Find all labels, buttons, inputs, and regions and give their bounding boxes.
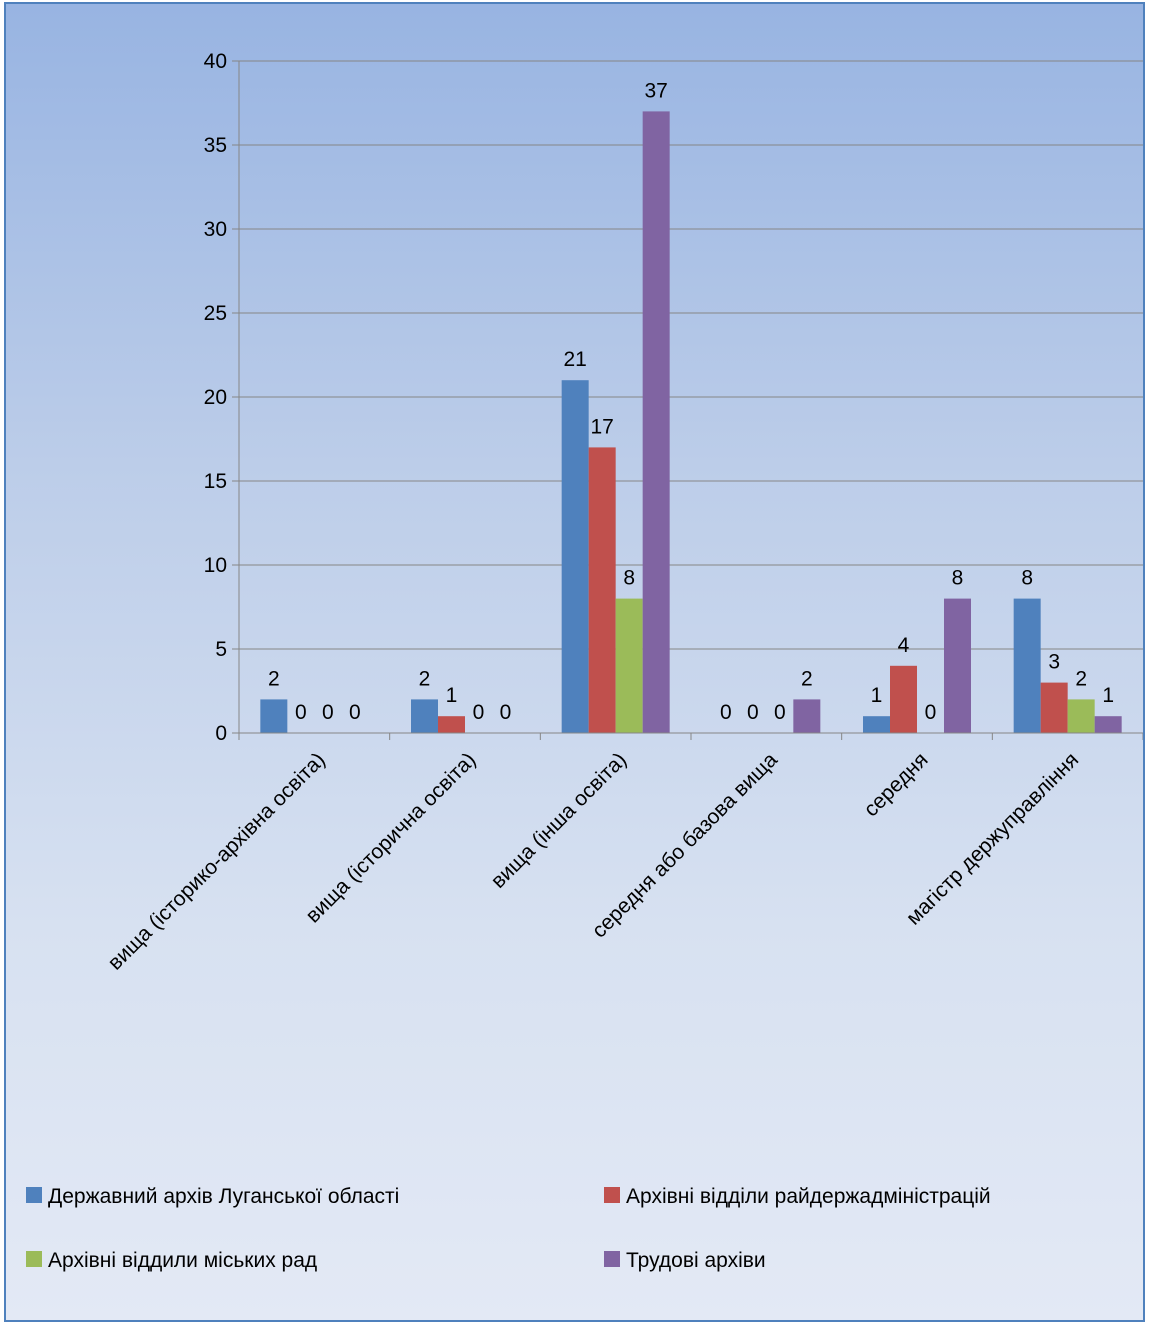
x-category-label: середня <box>859 748 932 821</box>
data-label: 8 <box>952 567 964 590</box>
data-label: 2 <box>801 667 813 690</box>
y-tick-label: 30 <box>204 218 227 241</box>
legend-label: Трудові архіви <box>626 1249 766 1272</box>
legend-swatch <box>26 1251 42 1267</box>
bar <box>793 699 821 733</box>
data-label: 0 <box>720 701 732 724</box>
data-label: 0 <box>500 701 512 724</box>
data-label: 3 <box>1048 651 1060 674</box>
data-label: 4 <box>898 634 910 657</box>
y-tick-label: 40 <box>204 50 227 73</box>
data-label: 0 <box>747 701 759 724</box>
bar <box>438 716 465 733</box>
data-label: 8 <box>623 567 635 590</box>
y-tick-label: 10 <box>204 554 227 577</box>
bar <box>260 699 288 733</box>
legend-label: Державний архів Луганської області <box>48 1185 399 1208</box>
data-label: 0 <box>322 701 334 724</box>
x-category-label: магістр держуправління <box>902 748 1083 929</box>
bar <box>642 111 670 733</box>
bar <box>944 598 971 733</box>
bars-layer <box>260 111 1122 733</box>
grid-layer <box>239 60 1143 650</box>
y-tick-label: 0 <box>215 722 227 745</box>
y-tick-label: 35 <box>204 134 227 157</box>
bar <box>615 598 643 733</box>
y-tick-label: 5 <box>215 638 227 661</box>
legend-swatch <box>604 1187 620 1203</box>
bar <box>1013 598 1041 733</box>
data-label: 2 <box>268 667 280 690</box>
bar <box>1094 716 1122 733</box>
data-label: 2 <box>419 667 431 690</box>
bar <box>890 665 917 733</box>
bar <box>411 699 438 733</box>
x-category-label: вища (історико-архівна освіта) <box>104 748 330 974</box>
bar <box>863 716 890 733</box>
data-label: 0 <box>295 701 307 724</box>
data-label: 17 <box>590 415 613 438</box>
bar <box>1067 699 1095 733</box>
data-label: 21 <box>563 348 586 371</box>
legend: Державний архів Луганської області Архівн… <box>26 1185 991 1272</box>
x-category-label: вища (історична освіта) <box>301 748 480 927</box>
data-label: 0 <box>774 701 786 724</box>
x-category-label: вища (інша освіта) <box>487 748 632 893</box>
chart-frame: 0 5 10 15 20 25 30 35 40 2 2 21 0 1 8 0 1 17 0 4 3 0 0 8 0 0 2 0 0 3… <box>4 2 1145 1322</box>
bar <box>588 447 616 733</box>
y-tick-label: 20 <box>204 386 227 409</box>
data-label: 8 <box>1021 567 1033 590</box>
data-label: 1 <box>871 684 883 707</box>
data-label: 0 <box>473 701 485 724</box>
bar <box>561 380 589 733</box>
legend-label: Архівні відділи райдержадміністрацій <box>626 1185 991 1208</box>
data-label: 1 <box>446 684 458 707</box>
legend-swatch <box>604 1251 620 1267</box>
data-label: 37 <box>644 79 667 102</box>
data-label: 1 <box>1102 684 1114 707</box>
data-label: 2 <box>1075 667 1087 690</box>
y-tick-label: 25 <box>204 302 227 325</box>
data-label: 0 <box>925 701 937 724</box>
bar <box>1040 682 1068 733</box>
data-label: 0 <box>349 701 361 724</box>
legend-label: Архівні віддили міських рад <box>48 1249 317 1272</box>
legend-swatch <box>26 1187 42 1203</box>
y-tick-label: 15 <box>204 470 227 493</box>
